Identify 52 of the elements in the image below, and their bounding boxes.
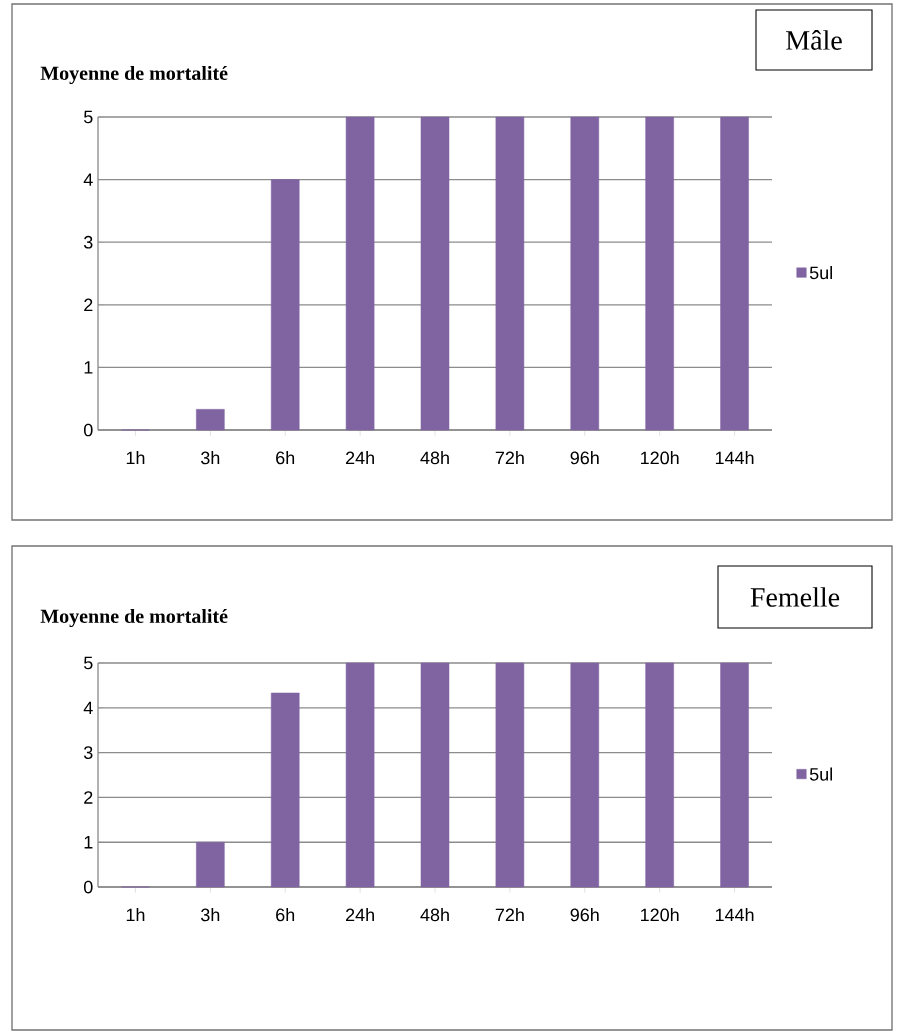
bar [270,692,300,888]
x-tick-label: 96h [570,908,599,922]
y-tick-label: 0 [83,423,93,437]
bar [495,662,525,888]
y-tick-label: 5 [83,110,93,124]
bar [420,116,450,431]
y-tick-label: 3 [83,746,93,759]
x-tick-label: 96h [570,451,599,465]
x-tick-label: 48h [420,908,449,922]
bar [196,841,225,888]
bar [420,662,450,888]
x-tick-label: 6h [276,908,295,922]
x-tick-label: 144h [715,908,754,922]
y-axis-title: Moyenne de mortalité [40,65,228,85]
y-tick-label: 4 [83,173,93,186]
x-tick-label: 24h [345,908,374,922]
x-tick-label: 72h [495,908,524,922]
text: Femelle [750,587,840,607]
y-tick-label: 4 [83,701,93,714]
y-tick-label: 1 [84,836,93,849]
x-tick-label: 144h [715,451,754,465]
bar [345,662,375,888]
x-tick-label: 1h [126,908,145,922]
text: Mâle [786,30,842,50]
legend-label: 5ul [809,265,832,280]
legend-label: 5ul [809,767,832,781]
x-tick-label: 3h [201,908,220,922]
bar [645,662,674,888]
y-tick-label: 2 [84,298,93,312]
y-tick-label: 2 [84,791,93,804]
bar [570,116,600,431]
bar [345,116,375,431]
x-tick-label: 24h [345,451,374,465]
x-tick-label: 48h [420,451,449,465]
bar [720,116,749,431]
x-tick-label: 120h [641,451,679,465]
x-tick-label: 3h [201,451,220,465]
y-axis-title: Moyenne de mortalité [40,608,228,628]
y-tick-label: 1 [84,361,93,374]
x-tick-label: 6h [276,451,295,465]
bar [570,662,600,888]
bar [270,179,300,431]
bar [196,409,225,431]
bar [720,662,749,888]
y-tick-label: 5 [83,656,93,670]
x-tick-label: 120h [641,908,679,922]
bar [645,116,674,431]
y-tick-label: 0 [83,880,93,894]
y-tick-label: 3 [83,235,93,249]
x-tick-label: 1h [126,451,145,465]
bar [495,116,525,431]
x-tick-label: 72h [495,451,524,465]
